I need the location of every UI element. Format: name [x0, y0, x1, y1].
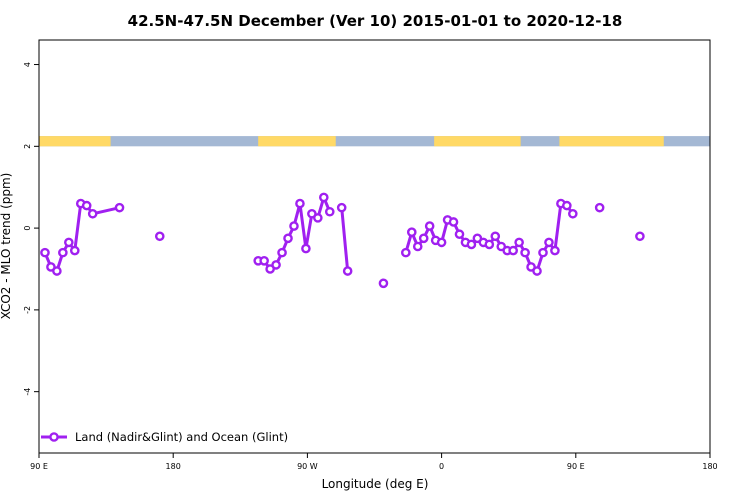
plot-frame — [38, 39, 711, 454]
data-point — [594, 202, 605, 213]
x-tick-label: 90 E — [30, 462, 48, 471]
data-point — [412, 241, 423, 252]
y-tick-label: 2 — [23, 144, 32, 149]
land-band — [559, 136, 664, 147]
data-point — [466, 239, 477, 250]
data-point — [550, 245, 560, 256]
x-axis: 90 E 180 90 W 0 90 E 180 — [30, 453, 718, 471]
data-point — [532, 266, 542, 276]
land-band — [39, 136, 111, 147]
data-point — [568, 208, 578, 219]
data-point — [301, 243, 311, 254]
data-point — [87, 208, 98, 219]
series-line — [404, 202, 575, 273]
data-point — [342, 266, 353, 276]
data-point — [52, 266, 62, 276]
y-axis-label: XCO2 - MLO trend (ppm) — [0, 173, 13, 320]
legend-label: Land (Nadir&Glint) and Ocean (Glint) — [75, 430, 288, 444]
y-tick-label: -2 — [23, 306, 32, 314]
y-tick-label: 0 — [23, 226, 32, 231]
data-point — [538, 247, 548, 258]
y-tick-label: -4 — [23, 388, 32, 396]
data-point — [277, 247, 287, 258]
x-tick-label: 90 W — [297, 462, 318, 471]
data-point — [58, 247, 68, 258]
data-point — [406, 227, 417, 237]
series-line — [340, 207, 350, 272]
data-point — [40, 247, 50, 258]
series-layer — [40, 192, 645, 289]
data-point — [544, 237, 554, 248]
data-point — [289, 221, 299, 231]
data-point — [490, 231, 501, 242]
data-point — [378, 278, 389, 289]
data-point — [154, 231, 165, 242]
legend-marker — [49, 432, 59, 442]
data-point — [418, 233, 429, 244]
chart-title: 42.5N-47.5N December (Ver 10) 2015-01-01… — [128, 12, 623, 30]
data-point — [562, 200, 572, 211]
x-tick-label: 0 — [439, 462, 444, 471]
data-point — [324, 206, 335, 217]
ocean-band — [39, 136, 710, 147]
data-point — [81, 200, 92, 211]
data-point — [313, 213, 323, 223]
data-point — [271, 260, 281, 270]
data-point — [508, 245, 518, 256]
series-line — [43, 202, 120, 273]
data-point — [114, 202, 125, 213]
data-point — [64, 237, 74, 248]
data-point — [454, 229, 465, 240]
x-axis-label: Longitude (deg E) — [322, 477, 429, 491]
data-point — [635, 231, 645, 242]
data-point — [259, 256, 269, 266]
x-tick-label: 90 E — [567, 462, 585, 471]
x-tick-label: 180 — [702, 462, 717, 471]
data-point — [401, 247, 411, 258]
land-ocean-strip — [39, 136, 710, 147]
data-point — [69, 245, 80, 256]
x-tick-label: 180 — [166, 462, 181, 471]
data-point — [283, 233, 293, 244]
y-axis: -4 -2 0 2 4 — [23, 62, 39, 396]
data-point — [295, 198, 305, 209]
data-point — [336, 202, 347, 213]
data-point — [520, 247, 530, 258]
y-tick-label: 4 — [23, 62, 32, 67]
data-point — [484, 239, 495, 250]
data-point — [319, 192, 329, 203]
series-line — [258, 195, 332, 271]
land-band — [258, 136, 336, 147]
legend: Land (Nadir&Glint) and Ocean (Glint) — [41, 430, 288, 444]
data-point — [448, 217, 459, 227]
land-band — [434, 136, 521, 147]
data-point — [424, 221, 435, 231]
data-point — [514, 237, 524, 248]
data-point — [436, 237, 447, 248]
